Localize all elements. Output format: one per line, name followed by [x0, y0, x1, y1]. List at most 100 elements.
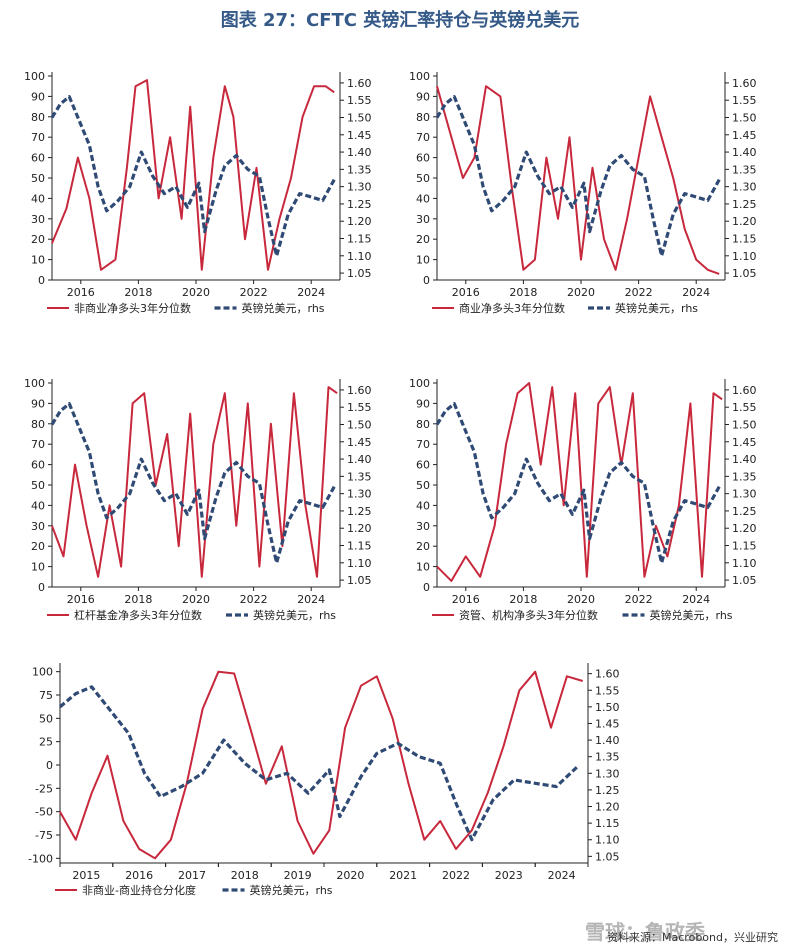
x-tick-label: 2016: [452, 286, 480, 299]
y-right-tick-label: 1.30: [347, 488, 372, 501]
y-right-tick-label: 1.10: [347, 557, 372, 570]
x-tick-label: 2021: [389, 869, 417, 882]
y-left-tick-label: 50: [39, 712, 53, 725]
y-right-tick-label: 1.55: [732, 94, 757, 107]
y-left-tick-label: 0: [38, 274, 45, 287]
legend-label: 非商业-商业持仓分化度: [82, 883, 196, 897]
y-right-tick-label: 1.20: [732, 522, 757, 535]
series-line-red: [59, 670, 583, 860]
y-left-tick-label: 60: [416, 459, 430, 472]
series-line-red: [436, 85, 720, 275]
y-left-tick-label: 90: [416, 397, 430, 410]
y-left-tick-label: 70: [31, 438, 45, 451]
x-tick-label: 2016: [67, 593, 95, 606]
y-left-tick-label: 10: [416, 254, 430, 267]
y-left-tick-label: 30: [416, 520, 430, 533]
y-left-tick-label: 20: [416, 233, 430, 246]
chart-panel-top-left: 0 10 20 30 40 50 60 70 80 90 100 1.05 1.10 1.15 1.20 1.…: [24, 70, 372, 315]
y-right-tick-label: 1.60: [732, 77, 757, 90]
y-right-tick-label: 1.25: [595, 784, 620, 797]
axes: 0 10 20 30 40 50 60 70 80 90 100 1.05 1.10 1.15 1.20 1.…: [24, 377, 372, 606]
y-right-tick-label: 1.40: [347, 453, 372, 466]
legend-label: 商业净多头3年分位数: [459, 301, 565, 315]
y-right-tick-label: 1.25: [347, 198, 372, 211]
y-left-tick-label: 25: [39, 736, 53, 749]
x-tick-label: 2022: [240, 593, 268, 606]
legend-label: 非商业净多头3年分位数: [74, 301, 191, 315]
axes: 0 10 20 30 40 50 60 70 80 90 100 1.05 1.10 1.15 1.20 1.…: [409, 70, 757, 299]
y-right-tick-label: 1.35: [732, 470, 757, 483]
y-right-tick-label: 1.05: [732, 267, 757, 280]
y-right-tick-label: 1.15: [732, 540, 757, 553]
y-right-tick-label: 1.20: [732, 215, 757, 228]
y-left-tick-label: 100: [24, 70, 45, 83]
x-tick-label: 2018: [509, 593, 537, 606]
source-note: 资料来源：Macrobond，兴业研究: [607, 931, 778, 944]
y-left-tick-label: -50: [35, 806, 53, 819]
y-left-tick-label: 80: [416, 111, 430, 124]
x-tick-label: 2022: [240, 286, 268, 299]
y-right-tick-label: 1.25: [732, 505, 757, 518]
chart-panel-middle-left: 0 10 20 30 40 50 60 70 80 90 100 1.05 1.10 1.15 1.20 1.…: [24, 377, 372, 622]
y-left-tick-label: 30: [31, 520, 45, 533]
y-left-tick-label: 0: [423, 581, 430, 594]
y-left-tick-label: 90: [31, 397, 45, 410]
y-right-tick-label: 1.05: [595, 850, 620, 863]
y-right-tick-label: 1.50: [732, 418, 757, 431]
legend: 资管、机构净多头3年分位数 英镑兑美元，rhs: [432, 608, 733, 622]
y-right-tick-label: 1.10: [595, 834, 620, 847]
y-left-tick-label: 60: [31, 459, 45, 472]
y-right-tick-label: 1.25: [732, 198, 757, 211]
y-right-tick-label: 1.15: [595, 817, 620, 830]
legend-label: 英镑兑美元，rhs: [650, 608, 733, 622]
y-right-tick-label: 1.35: [732, 163, 757, 176]
y-right-tick-label: 1.30: [732, 181, 757, 194]
y-right-tick-label: 1.60: [732, 384, 757, 397]
y-right-tick-label: 1.55: [595, 684, 620, 697]
y-right-tick-label: 1.20: [347, 522, 372, 535]
legend-label: 英镑兑美元，rhs: [242, 301, 325, 315]
y-left-tick-label: 80: [416, 418, 430, 431]
y-left-tick-label: 40: [31, 192, 45, 205]
y-left-tick-label: 10: [416, 561, 430, 574]
legend-label: 杠杆基金净多头3年分位数: [74, 608, 202, 622]
y-left-tick-label: 20: [416, 540, 430, 553]
y-right-tick-label: 1.15: [347, 233, 372, 246]
y-left-tick-label: 30: [31, 213, 45, 226]
y-right-tick-label: 1.10: [732, 557, 757, 570]
y-left-tick-label: 50: [31, 172, 45, 185]
x-tick-label: 2015: [72, 869, 100, 882]
x-tick-label: 2017: [178, 869, 206, 882]
y-left-tick-label: 0: [423, 274, 430, 287]
y-left-tick-label: 50: [416, 172, 430, 185]
y-right-tick-label: 1.55: [347, 401, 372, 414]
y-right-tick-label: 1.55: [347, 94, 372, 107]
y-left-tick-label: -100: [28, 852, 53, 865]
legend-label: 英镑兑美元，rhs: [615, 301, 698, 315]
y-right-tick-label: 1.30: [595, 767, 620, 780]
y-left-tick-label: 75: [39, 689, 53, 702]
y-right-tick-label: 1.35: [347, 163, 372, 176]
y-left-tick-label: 20: [31, 540, 45, 553]
y-left-tick-label: 40: [31, 499, 45, 512]
x-tick-label: 2024: [548, 869, 576, 882]
axes: 0 10 20 30 40 50 60 70 80 90 100 1.05 1.10 1.15 1.20 1.…: [24, 70, 372, 299]
y-right-tick-label: 1.40: [347, 146, 372, 159]
y-right-tick-label: 1.40: [732, 453, 757, 466]
y-right-tick-label: 1.55: [732, 401, 757, 414]
y-left-tick-label: 10: [31, 254, 45, 267]
y-right-tick-label: 1.50: [347, 418, 372, 431]
legend: 非商业净多头3年分位数 英镑兑美元，rhs: [47, 301, 325, 315]
y-right-tick-label: 1.50: [347, 111, 372, 124]
axes: -100 -75 -50 -25 0 25 50 75 100 1.05 1.10 1.15 1.20 1…: [28, 663, 620, 882]
y-right-tick-label: 1.50: [732, 111, 757, 124]
x-tick-label: 2023: [495, 869, 523, 882]
x-tick-label: 2024: [297, 286, 325, 299]
x-tick-label: 2018: [231, 869, 259, 882]
x-tick-label: 2024: [297, 593, 325, 606]
x-tick-label: 2016: [67, 286, 95, 299]
y-right-tick-label: 1.30: [347, 181, 372, 194]
series-line-red: [436, 382, 723, 582]
series-line-red: [51, 386, 338, 578]
legend-label: 英镑兑美元，rhs: [250, 883, 333, 897]
